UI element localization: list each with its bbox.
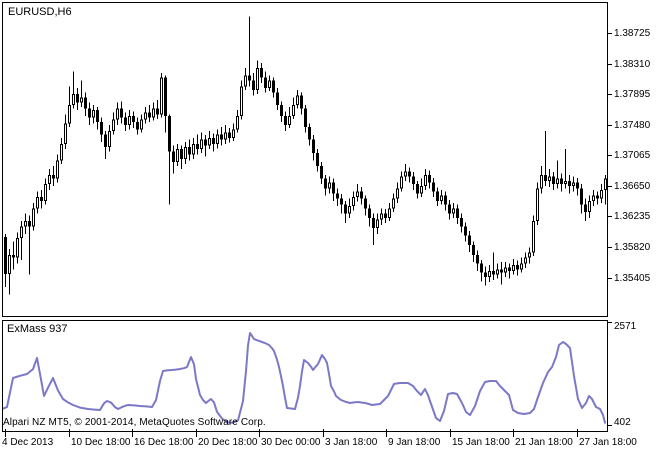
indicator-name-label: ExMass 937 — [7, 323, 68, 335]
time-axis-tick — [196, 429, 197, 437]
price-axis-label: 1.35405 — [614, 273, 651, 284]
time-axis-label: 15 Jan 18:00 — [452, 437, 510, 448]
price-axis-label: 1.38725 — [614, 28, 651, 39]
price-axis-tick — [607, 247, 612, 248]
price-axis-tick — [607, 94, 612, 95]
time-axis[interactable]: 4 Dec 2013 10 Dec 18:00 16 Dec 18:00 20 Dec… — [0, 428, 656, 452]
panel-splitter[interactable] — [2, 317, 608, 320]
indicator-axis-min-label: 402 — [614, 417, 631, 428]
price-axis[interactable]: 1.38725 1.38310 1.37895 1.37480 1.37065 1.366… — [607, 2, 656, 317]
candlestick-canvas — [4, 16, 607, 295]
time-axis-tick — [386, 429, 387, 437]
price-axis-label: 1.36650 — [614, 181, 651, 192]
time-axis-label: 3 Jan 18:00 — [325, 437, 378, 448]
time-axis-label: 4 Dec 2013 — [2, 437, 54, 448]
time-axis-label: 10 Dec 18:00 — [71, 437, 131, 448]
symbol-timeframe-label: EURUSD,H6 — [8, 6, 72, 18]
price-axis-tick — [607, 64, 612, 65]
price-axis-tick — [607, 278, 612, 279]
price-axis-tick — [607, 125, 612, 126]
time-axis-tick — [5, 429, 6, 437]
price-axis-label: 1.38310 — [614, 59, 651, 70]
time-axis-tick — [132, 429, 133, 437]
time-axis-label: 9 Jan 18:00 — [388, 437, 441, 448]
price-axis-tick — [607, 216, 612, 217]
price-axis-label: 1.36235 — [614, 211, 651, 222]
time-axis-label: 30 Dec 00:00 — [261, 437, 321, 448]
price-axis-tick — [607, 33, 612, 34]
price-axis-label: 1.37480 — [614, 120, 651, 131]
price-axis-label: 1.35820 — [614, 242, 651, 253]
time-axis-label: 16 Dec 18:00 — [134, 437, 194, 448]
time-axis-label: 20 Dec 18:00 — [198, 437, 258, 448]
time-axis-tick — [577, 429, 578, 437]
indicator-line-canvas — [3, 332, 606, 424]
price-axis-tick — [607, 155, 612, 156]
time-axis-tick — [450, 429, 451, 437]
price-axis-label: 1.37895 — [614, 89, 651, 100]
indicator-axis-tick — [607, 425, 612, 426]
time-axis-tick — [513, 429, 514, 437]
time-axis-tick — [69, 429, 70, 437]
price-axis-tick — [607, 186, 612, 187]
price-axis-label: 1.37065 — [614, 150, 651, 161]
indicator-panel[interactable] — [2, 320, 608, 432]
time-axis-tick — [323, 429, 324, 437]
price-chart-panel[interactable] — [2, 2, 608, 317]
time-axis-label: 27 Jan 18:00 — [579, 437, 637, 448]
indicator-axis-max-label: 2571 — [614, 321, 637, 332]
copyright-label: Alpari NZ MT5, © 2001-2014, MetaQuotes S… — [3, 417, 266, 428]
indicator-axis[interactable]: 2571 402 — [607, 320, 656, 432]
time-axis-tick — [259, 429, 260, 437]
time-axis-label: 21 Jan 18:00 — [515, 437, 573, 448]
indicator-axis-tick — [607, 322, 612, 323]
